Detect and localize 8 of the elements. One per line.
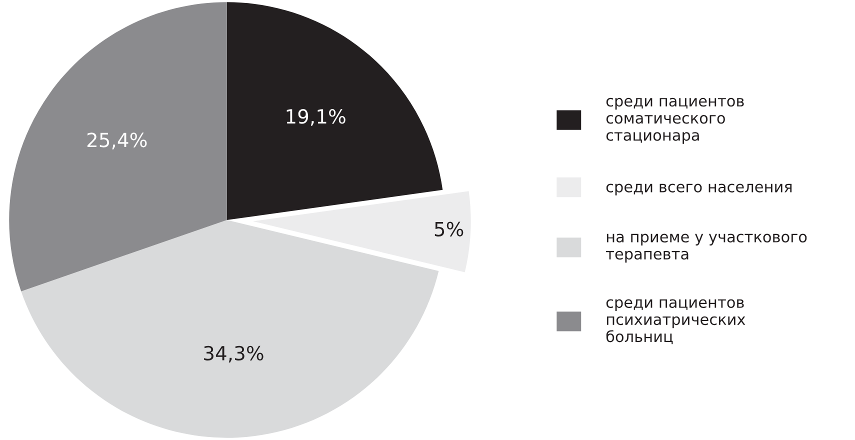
data-label: 34,3% [204,346,264,363]
data-label: 5% [434,222,464,236]
legend-label: на приеме у участкового терапевта [606,234,807,263]
legend-label: среди пациентов соматического стационара [606,98,744,144]
legend-label: среди пациентов психиатрических больниц [606,299,746,344]
data-label: 25,4% [87,132,147,150]
legend-label: среди всего населения [606,184,792,196]
data-label: 19,1% [286,109,346,126]
